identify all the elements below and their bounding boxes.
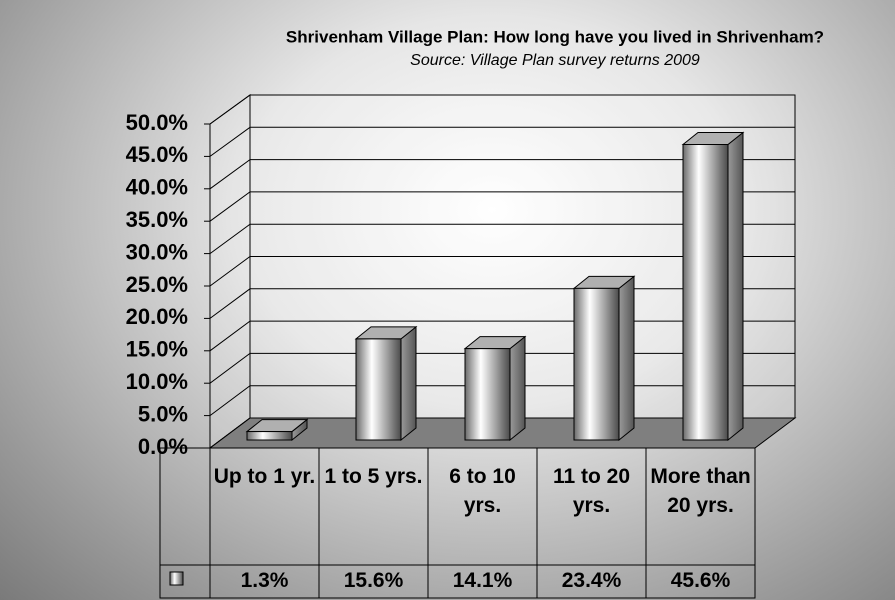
y-tick-label: 20.0% [126, 304, 188, 329]
y-tick-label: 30.0% [126, 239, 188, 264]
y-tick-label: 0.0% [138, 434, 188, 459]
value-label: 14.1% [452, 569, 513, 592]
bar-side [509, 335, 526, 442]
bar [682, 144, 729, 441]
category-label: 1 to 5 yrs. [324, 465, 423, 488]
value-label: 45.6% [670, 569, 731, 592]
y-tick-label: 5.0% [138, 401, 188, 426]
y-tick-label: 15.0% [126, 337, 188, 362]
y-tick-label: 35.0% [126, 207, 188, 232]
category-label: More than 20 yrs. [650, 465, 751, 517]
bar [573, 287, 620, 441]
bar [355, 338, 402, 441]
value-label: 23.4% [561, 569, 622, 592]
category-label: 6 to 10 yrs. [449, 465, 516, 517]
y-tick-label: 45.0% [126, 142, 188, 167]
bar-side [727, 131, 744, 442]
grid-line [209, 159, 795, 190]
y-tick-label: 25.0% [126, 272, 188, 297]
legend-key [169, 571, 184, 586]
chart-title: Shrivenham Village Plan: How long have y… [286, 27, 824, 46]
bar-side [400, 325, 417, 442]
table-border [159, 447, 756, 599]
grid-line [209, 256, 795, 287]
y-tick-label: 40.0% [126, 175, 188, 200]
chart-subtitle: Source: Village Plan survey returns 2009 [410, 52, 700, 69]
value-label: 1.3% [240, 569, 289, 592]
y-tick-label: 10.0% [126, 369, 188, 394]
value-label: 15.6% [343, 569, 404, 592]
bar-side [618, 275, 635, 442]
bar [464, 348, 511, 441]
grid-line [209, 191, 795, 222]
grid-line [209, 126, 795, 157]
grid-line [209, 94, 795, 125]
category-label: 11 to 20 yrs. [552, 465, 631, 517]
bar [246, 431, 293, 441]
grid-line [209, 223, 795, 255]
category-label: Up to 1 yr. [213, 465, 316, 488]
y-tick-label: 50.0% [126, 110, 188, 135]
